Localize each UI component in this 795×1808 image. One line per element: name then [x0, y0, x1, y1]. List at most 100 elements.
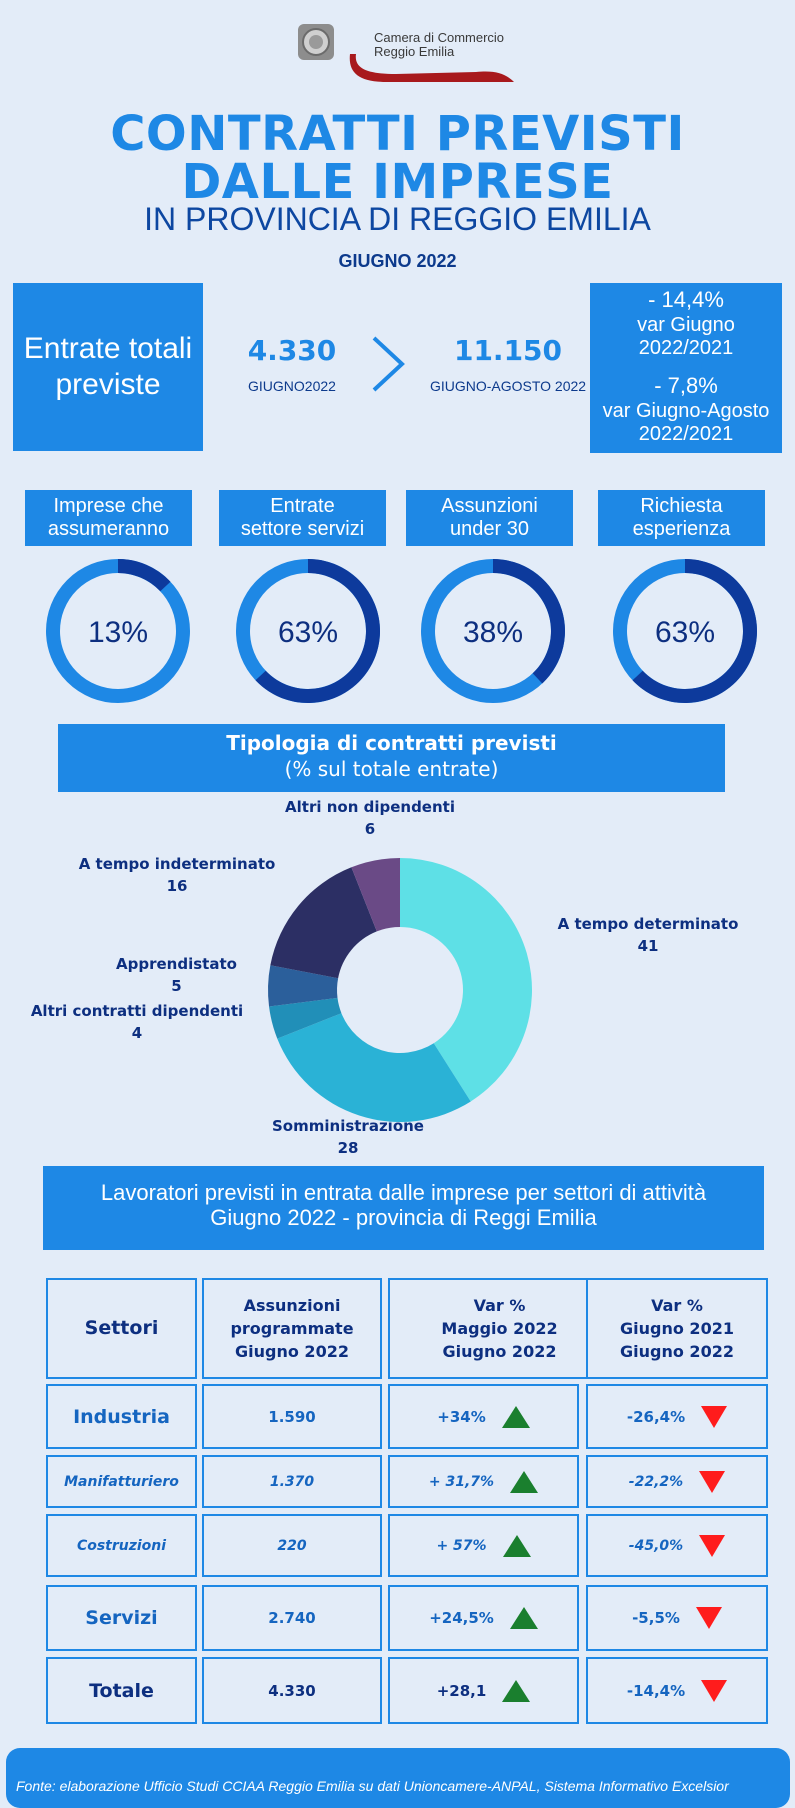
pie-label-value: 28 [337, 1139, 359, 1157]
logo-swoosh-icon [349, 54, 514, 82]
settori-heading: Lavoratori previsti in entrata dalle imp… [43, 1166, 764, 1250]
pie-label-text: Altri contratti dipendenti [30, 1002, 244, 1020]
variation-box: - 14,4% var Giugno 2022/2021 - 7,8% var … [590, 283, 782, 453]
pie-label-text: A tempo determinato [557, 915, 739, 933]
pie-label-value: 6 [364, 820, 376, 838]
ind3-label-a: Richiesta [640, 495, 723, 517]
arrow-down-icon [699, 1470, 726, 1493]
pie-label-text: Somministrazione [272, 1117, 424, 1135]
header-text: Maggio 2022 [441, 1319, 558, 1338]
arrow-down-icon [701, 1405, 728, 1428]
indicator-under30-heading: Assunzioni under 30 [406, 490, 573, 546]
donut-value-label: 13% [88, 616, 148, 649]
cell-text: +28,1 [436, 1681, 487, 1700]
giugno-agosto-value: 11.150 [453, 334, 563, 367]
pie-slice-3 [268, 965, 339, 1007]
pie-slice-2 [269, 997, 342, 1039]
pie-label-text: Apprendistato [116, 955, 237, 973]
table-row-servizi-var-maggio: +24,5% [388, 1585, 579, 1651]
ind0-label-b: assumeranno [47, 518, 170, 540]
header-text: Var % [473, 1296, 526, 1315]
cell-text: 2.740 [268, 1609, 316, 1627]
pie-label-altri-non-dipendenti: Altri non dipendenti 6 [280, 796, 460, 840]
arrow-up-icon [502, 1534, 531, 1557]
table-row-servizi-assunzioni: 2.740 [202, 1585, 382, 1651]
table-row-industria-var-giugno: -26,4% [586, 1384, 768, 1449]
donut-value-arc [118, 559, 171, 592]
table-row-manifatturiero-var-giugno: -22,2% [586, 1455, 768, 1508]
header-settori-text: Settori [84, 1317, 159, 1339]
arrow-up-icon [502, 1679, 531, 1702]
ind0-label-a: Imprese che [53, 495, 164, 517]
ind1-label-b: settore servizi [240, 518, 365, 540]
pie-slice-5 [351, 858, 400, 932]
table-row-servizi-settore: Servizi [46, 1585, 197, 1651]
table-row-costruzioni-var-maggio: + 57% [388, 1514, 579, 1577]
pie-label-tempo-indeterminato: A tempo indeterminato 16 [72, 853, 282, 897]
header-text: Var % [651, 1296, 703, 1315]
cell-text: 220 [277, 1537, 307, 1554]
donut-value-label: 63% [655, 616, 715, 649]
table-row-industria-settore: Industria [46, 1384, 197, 1449]
arrow-down-icon [701, 1679, 728, 1702]
cell-text: Totale [89, 1679, 154, 1702]
ind2-label-b: under 30 [450, 518, 529, 540]
cell-text: -26,4% [626, 1407, 686, 1426]
donut-under30: 38% [421, 559, 565, 703]
table-row-industria-assunzioni: 1.590 [202, 1384, 382, 1449]
period-label: GIUGNO 2022 [338, 251, 457, 271]
donut-esperienza: 63% [613, 559, 757, 703]
header-text: Assunzioni [243, 1296, 341, 1315]
cell-text: Industria [73, 1405, 170, 1428]
entrate-totali-box: Entrate totali previste [13, 283, 203, 451]
tipologia-title: Tipologia di contratti previsti [226, 731, 557, 755]
settori-heading-line2: Giugno 2022 - provincia di Reggi Emilia [210, 1205, 597, 1230]
cell-text: 4.330 [268, 1681, 316, 1700]
tipologia-heading: Tipologia di contratti previsti (% sul t… [58, 724, 725, 792]
header-settori: Settori [46, 1278, 197, 1379]
indicator-esperienza-heading: Richiesta esperienza [598, 490, 765, 546]
pie-label-value: 16 [166, 877, 188, 895]
header-text: Giugno 2022 [442, 1342, 557, 1361]
cell-text: + 57% [436, 1537, 487, 1554]
giugno-label: GIUGNO2022 [248, 378, 336, 394]
cell-text: -22,2% [628, 1473, 684, 1490]
pie-label-apprendistato: Apprendistato 5 [94, 953, 259, 997]
arrow-up-icon [509, 1607, 538, 1629]
table-row-industria-var-maggio: +34% [388, 1384, 579, 1449]
logo-line2: Reggio Emilia [374, 44, 455, 59]
header-var-giugno: Var % Giugno 2021 Giugno 2022 [586, 1278, 768, 1379]
var1-label-b: 2022/2021 [638, 337, 734, 359]
donut-value-arc [493, 559, 565, 684]
header-text: Giugno 2022 [620, 1342, 734, 1361]
entrate-label: Entrate totali previste [23, 332, 193, 401]
arrow-down-icon [699, 1534, 726, 1557]
arrow-up-icon [510, 1470, 539, 1493]
pie-label-somministrazione: Somministrazione 28 [258, 1115, 438, 1159]
ind1-label-a: Entrate [270, 495, 335, 517]
indicator-imprese-heading: Imprese che assumeranno [25, 490, 192, 546]
pie-label-value: 4 [131, 1024, 143, 1042]
tipologia-donut-chart [268, 858, 533, 1122]
title-line3: IN PROVINCIA DI REGGIO EMILIA [144, 201, 651, 237]
ind3-label-b: esperienza [632, 518, 731, 540]
donut-value-label: 38% [463, 616, 523, 649]
donut-value-label: 63% [278, 616, 338, 649]
table-row-totale-var-maggio: +28,1 [388, 1657, 579, 1724]
arrow-up-icon [501, 1405, 530, 1428]
var2-label-b: 2022/2021 [638, 423, 734, 445]
pie-label-altri-contratti-dipendenti: Altri contratti dipendenti 4 [22, 1000, 252, 1044]
pie-label-value: 41 [637, 937, 659, 955]
pie-slice-1 [277, 1013, 471, 1122]
header-text: Giugno 2022 [235, 1342, 349, 1361]
chevron-right-icon [372, 336, 405, 392]
chamber-emblem-icon [298, 24, 334, 60]
pie-label-value: 5 [171, 977, 182, 995]
tipologia-subtitle: (% sul totale entrate) [284, 757, 499, 781]
pie-slice-0 [400, 858, 533, 1102]
cell-text: Costruzioni [76, 1537, 167, 1554]
header-text: Giugno 2021 [620, 1319, 734, 1338]
cell-text: -5,5% [632, 1609, 680, 1627]
table-row-costruzioni-settore: Costruzioni [46, 1514, 197, 1577]
pie-slice-4 [270, 867, 377, 979]
